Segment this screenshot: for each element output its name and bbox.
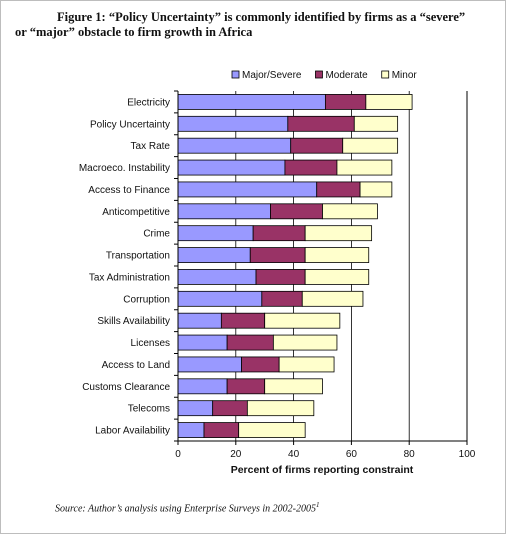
bar-corruption-major-severe — [177, 290, 263, 307]
legend: Major/Severe Moderate Minor — [231, 70, 418, 81]
legend-label-moderate: Moderate — [325, 70, 368, 81]
x-tick-label-0: 0 — [175, 449, 181, 460]
bar-access-to-finance-minor — [359, 181, 393, 198]
bar-policy-uncertainty-major-severe — [177, 115, 289, 132]
category-label-licenses: Licenses — [131, 338, 170, 349]
category-label-electricity: Electricity — [127, 97, 170, 108]
legend-swatch-major-severe — [231, 70, 240, 79]
x-tick-label-60: 60 — [346, 449, 358, 460]
bar-policy-uncertainty-moderate — [287, 115, 355, 132]
bar-access-to-finance-major-severe — [177, 181, 318, 198]
legend-swatch-minor — [381, 70, 390, 79]
bar-macroeco-instability-moderate — [284, 159, 338, 176]
bar-tax-administration-minor — [304, 269, 370, 285]
category-label-customs-clearance: Customs Clearance — [82, 382, 170, 393]
bar-tax-rate-minor — [342, 137, 399, 154]
bar-policy-uncertainty-minor — [353, 115, 399, 132]
bar-access-to-land-minor — [278, 356, 335, 373]
bar-licenses-minor — [272, 334, 338, 351]
bar-telecoms-major-severe — [177, 400, 214, 417]
bar-customs-clearance-minor — [264, 378, 323, 395]
category-label-crime: Crime — [143, 229, 170, 240]
bar-transportation-moderate — [249, 247, 306, 263]
category-labels: Electricity Policy Uncertainty Tax Rate Mac… — [79, 97, 171, 436]
source-note: Source: Author’s analysis using Enterpri… — [55, 501, 320, 514]
legend-swatch-moderate — [315, 70, 323, 79]
category-label-access-to-land: Access to Land — [102, 360, 170, 371]
bar-licenses-major-severe — [177, 334, 228, 351]
category-label-corruption: Corruption — [123, 294, 170, 305]
bar-skills-availability-moderate — [220, 312, 266, 329]
source-text: Source: Author’s analysis using Enterpri… — [55, 503, 317, 515]
bar-access-to-land-moderate — [241, 356, 280, 373]
bar-tax-administration-major-severe — [177, 269, 257, 285]
bar-anticompetitive-major-severe — [177, 203, 271, 220]
figure-title: Figure 1: “Policy Uncertainty” is common… — [1, 10, 481, 40]
category-label-tax-rate: Tax Rate — [131, 141, 171, 152]
bar-skills-availability-major-severe — [177, 312, 222, 329]
legend-label-major-severe: Major/Severe — [242, 70, 302, 81]
bar-macroeco-instability-major-severe — [177, 159, 286, 176]
bar-corruption-minor — [301, 290, 364, 307]
bar-electricity-minor — [365, 94, 413, 110]
bar-anticompetitive-moderate — [270, 203, 323, 220]
bar-anticompetitive-minor — [322, 203, 378, 220]
category-label-transportation: Transportation — [106, 251, 170, 262]
x-tick-label-80: 80 — [404, 449, 416, 460]
bar-crime-minor — [304, 225, 373, 242]
category-label-skills-availability: Skills Availability — [97, 316, 170, 327]
category-label-tax-administration: Tax Administration — [89, 272, 170, 283]
x-tick-label-20: 20 — [230, 449, 242, 460]
x-axis-title: Percent of firms reporting constraint — [231, 464, 414, 476]
bar-macroeco-instability-minor — [336, 159, 393, 176]
category-label-anticompetitive: Anticompetitive — [102, 207, 170, 218]
bar-electricity-major-severe — [177, 94, 326, 110]
category-label-macroeco-instability: Macroeco. Instability — [79, 163, 170, 174]
source-footnote: 1 — [316, 501, 320, 509]
bar-tax-rate-major-severe — [177, 137, 292, 154]
category-label-labor-availability: Labor Availability — [95, 426, 170, 437]
bar-crime-moderate — [252, 225, 306, 242]
bar-electricity-moderate — [324, 94, 367, 110]
axes — [174, 90, 468, 445]
x-tick-label-100: 100 — [459, 449, 476, 460]
bar-tax-administration-moderate — [255, 269, 306, 285]
bar-crime-major-severe — [177, 225, 254, 242]
bar-labor-availability-moderate — [203, 422, 240, 438]
bar-telecoms-moderate — [212, 400, 248, 417]
bar-telecoms-minor — [246, 400, 315, 417]
bar-labor-availability-major-severe — [177, 422, 205, 438]
bar-skills-availability-minor — [264, 312, 341, 329]
bar-chart: Major/Severe Moderate Minor Electricity Pol… — [79, 70, 476, 476]
bar-labor-availability-minor — [238, 422, 306, 438]
bar-access-to-finance-moderate — [316, 181, 361, 198]
bar-customs-clearance-moderate — [226, 378, 266, 395]
bar-access-to-land-major-severe — [177, 356, 242, 373]
legend-label-minor: Minor — [392, 70, 418, 81]
bar-corruption-moderate — [261, 290, 303, 307]
x-tick-labels: 0 20 40 60 80 100 — [175, 449, 476, 460]
figure-title-line1: Figure 1: “Policy Uncertainty” is common… — [57, 10, 466, 24]
category-label-policy-uncertainty: Policy Uncertainty — [90, 119, 170, 130]
category-label-telecoms: Telecoms — [128, 404, 170, 415]
bar-tax-rate-moderate — [290, 137, 344, 154]
bar-licenses-moderate — [226, 334, 274, 351]
x-tick-label-40: 40 — [288, 449, 300, 460]
bar-transportation-minor — [304, 247, 370, 263]
bars — [177, 94, 413, 438]
figure-title-line2: or “major” obstacle to firm growth in Af… — [15, 25, 253, 39]
bar-customs-clearance-major-severe — [177, 378, 228, 395]
bar-transportation-major-severe — [177, 247, 251, 263]
category-label-access-to-finance: Access to Finance — [88, 185, 170, 196]
